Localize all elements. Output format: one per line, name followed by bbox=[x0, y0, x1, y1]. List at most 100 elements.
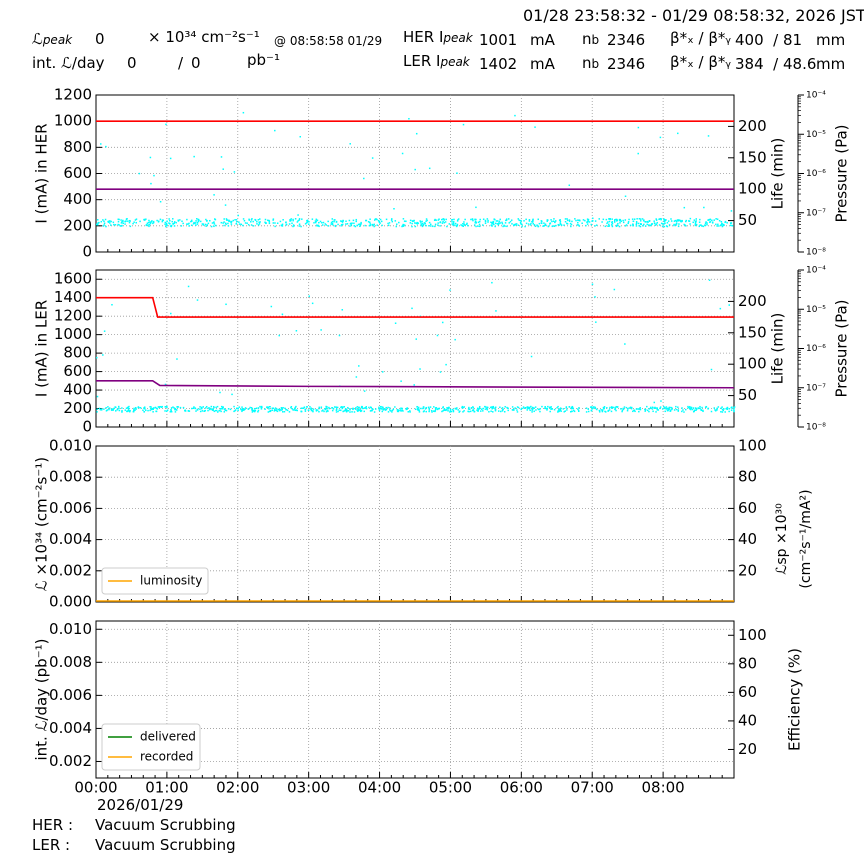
ler-panel-pressure-point bbox=[670, 407, 673, 409]
ler-panel-pressure-point bbox=[312, 408, 315, 410]
ler-panel-pressure-point bbox=[577, 408, 579, 410]
her-panel-pressure-point bbox=[109, 222, 111, 224]
ler-panel-pressure-point bbox=[192, 407, 195, 410]
her-panel-pressure-point bbox=[195, 220, 197, 222]
ler-panel-pressure-point bbox=[194, 407, 197, 410]
her-panel-pressure-point bbox=[484, 219, 487, 222]
her-panel-pressure-point bbox=[537, 218, 539, 221]
her-panel-pressure-point bbox=[451, 221, 453, 223]
ler-panel-pressure-point bbox=[668, 408, 670, 411]
her-panel-pressure-point bbox=[180, 225, 183, 227]
ler-panel-pressure-point bbox=[700, 409, 703, 412]
her-panel-pressure-point bbox=[708, 218, 710, 221]
ler-panel-pressure-point bbox=[292, 409, 294, 411]
ler-panel-pressure-point bbox=[634, 410, 636, 413]
her-panel-pressure-point bbox=[105, 225, 107, 228]
ler-panel-pressure-point bbox=[610, 406, 613, 408]
ler-panel-pressure-point bbox=[352, 408, 354, 411]
ler-panel-pressure-point bbox=[494, 406, 497, 409]
ler-panel-pressure-point bbox=[343, 410, 346, 412]
her-panel-pressure-point bbox=[439, 221, 442, 223]
her-panel-pressure-point bbox=[523, 220, 525, 222]
her-panel-pressure-point bbox=[391, 220, 394, 223]
her-panel-pressure-point bbox=[527, 223, 530, 225]
her-panel-pressure-point bbox=[584, 219, 586, 222]
ler-panel-pressure-point bbox=[358, 407, 360, 409]
her-panel-pressure-point bbox=[117, 223, 119, 226]
her-panel-pressure-point bbox=[529, 224, 532, 226]
ler-panel-pressure-point bbox=[644, 410, 646, 412]
ler-panel-pressure-point bbox=[719, 307, 722, 310]
her-panel-pressure-point bbox=[559, 222, 562, 224]
ler-panel-ytick-label: 1400 bbox=[54, 288, 92, 306]
ler-panel-pressure-point bbox=[472, 406, 474, 408]
ler-panel-pressure-point bbox=[689, 408, 691, 410]
ler-panel-pressure-point bbox=[673, 409, 676, 411]
panel-ler-panel bbox=[95, 269, 804, 428]
ler-panel-ptick-label: 10⁻⁶ bbox=[806, 344, 826, 354]
ler-panel-pressure-point bbox=[621, 409, 624, 412]
ler-panel-pressure-point bbox=[135, 408, 137, 410]
ler-panel-pressure-point bbox=[681, 410, 683, 413]
her-panel-pressure-point bbox=[474, 220, 477, 223]
ler-panel-ptick-label: 10⁻⁸ bbox=[806, 423, 826, 433]
ler-panel-pressure-point bbox=[341, 309, 344, 311]
ler-panel-pressure-point bbox=[486, 406, 489, 409]
her-panel-pressure-point bbox=[571, 220, 573, 223]
ler-panel-pressure-point bbox=[527, 407, 530, 409]
her-panel-pressure-point bbox=[353, 225, 356, 227]
her-panel-pressure-point bbox=[611, 218, 613, 220]
ler-panel-pressure-point bbox=[354, 408, 357, 410]
ler-panel-pressure-point bbox=[420, 407, 422, 410]
intlumi-panel-ytick2-label: 100 bbox=[738, 626, 767, 644]
ler-panel-pressure-point bbox=[726, 406, 729, 409]
her-panel-pressure-point bbox=[726, 222, 728, 224]
ler-panel-pressure-point bbox=[507, 407, 509, 410]
ler-panel-pressure-point bbox=[241, 406, 243, 408]
her-panel-pressure-point bbox=[341, 221, 344, 223]
her-panel-pressure-point bbox=[228, 220, 230, 223]
her-panel-pressure-point bbox=[202, 224, 205, 226]
ler-panel-pressure-point bbox=[166, 409, 169, 411]
ler-panel-pressure-point bbox=[361, 406, 363, 408]
ler-panel-pressure-point bbox=[458, 411, 460, 413]
her-panel-pressure-point bbox=[228, 219, 230, 222]
ler-panel-pressure-point bbox=[546, 407, 549, 410]
intlumi-panel-ytick-label: 0.006 bbox=[49, 686, 92, 704]
ler-panel-pressure-point bbox=[406, 407, 408, 410]
her-panel-pressure-point bbox=[514, 114, 516, 117]
ler-panel-pressure-point bbox=[651, 408, 654, 410]
her-panel-pressure-point bbox=[379, 218, 382, 221]
ler-panel-pressure-point bbox=[207, 409, 209, 412]
her-panel-pressure-point bbox=[543, 225, 545, 227]
her-panel-pressure-point bbox=[592, 217, 594, 220]
ler-panel-pressure-point bbox=[677, 406, 679, 408]
ler-panel-pressure-point bbox=[233, 410, 235, 413]
her-panel-pressure-point bbox=[420, 224, 423, 226]
ler-ipeak-sub: peak bbox=[440, 55, 470, 69]
ler-panel-pressure-point bbox=[616, 406, 618, 408]
her-panel-pressure-point bbox=[683, 206, 686, 209]
her-panel-pressure-point bbox=[519, 219, 522, 222]
ler-panel-pressure-point bbox=[470, 407, 473, 409]
her-panel-pressure-point bbox=[194, 222, 197, 224]
ler-panel-pressure-point bbox=[216, 405, 219, 408]
ler-panel-pressure-point bbox=[482, 410, 484, 412]
ler-panel-pressure-point bbox=[164, 410, 166, 412]
her-panel-pressure-point bbox=[663, 225, 666, 228]
ler-panel-pressure-point bbox=[428, 409, 431, 411]
ler-panel-pressure-point bbox=[384, 408, 386, 410]
ler-panel-pressure-point bbox=[610, 407, 613, 409]
her-panel-ptick-label: 10⁻⁷ bbox=[806, 208, 826, 218]
ler-panel-pressure-point bbox=[304, 408, 306, 411]
ler-panel-pressure-point bbox=[139, 407, 141, 409]
ler-panel-pressure-point bbox=[359, 409, 361, 411]
her-panel-ptick-label: 10⁻⁶ bbox=[806, 169, 826, 179]
her-panel-pressure-point bbox=[544, 224, 547, 226]
ler-panel-pressure-point bbox=[176, 358, 178, 360]
her-panel-pressure-point bbox=[125, 220, 127, 222]
ler-panel-pressure-point bbox=[243, 408, 245, 410]
ler-panel-pressure-point bbox=[271, 407, 274, 410]
ler-panel-pressure-point bbox=[652, 410, 654, 413]
ler-panel-pressure-point bbox=[320, 329, 322, 331]
